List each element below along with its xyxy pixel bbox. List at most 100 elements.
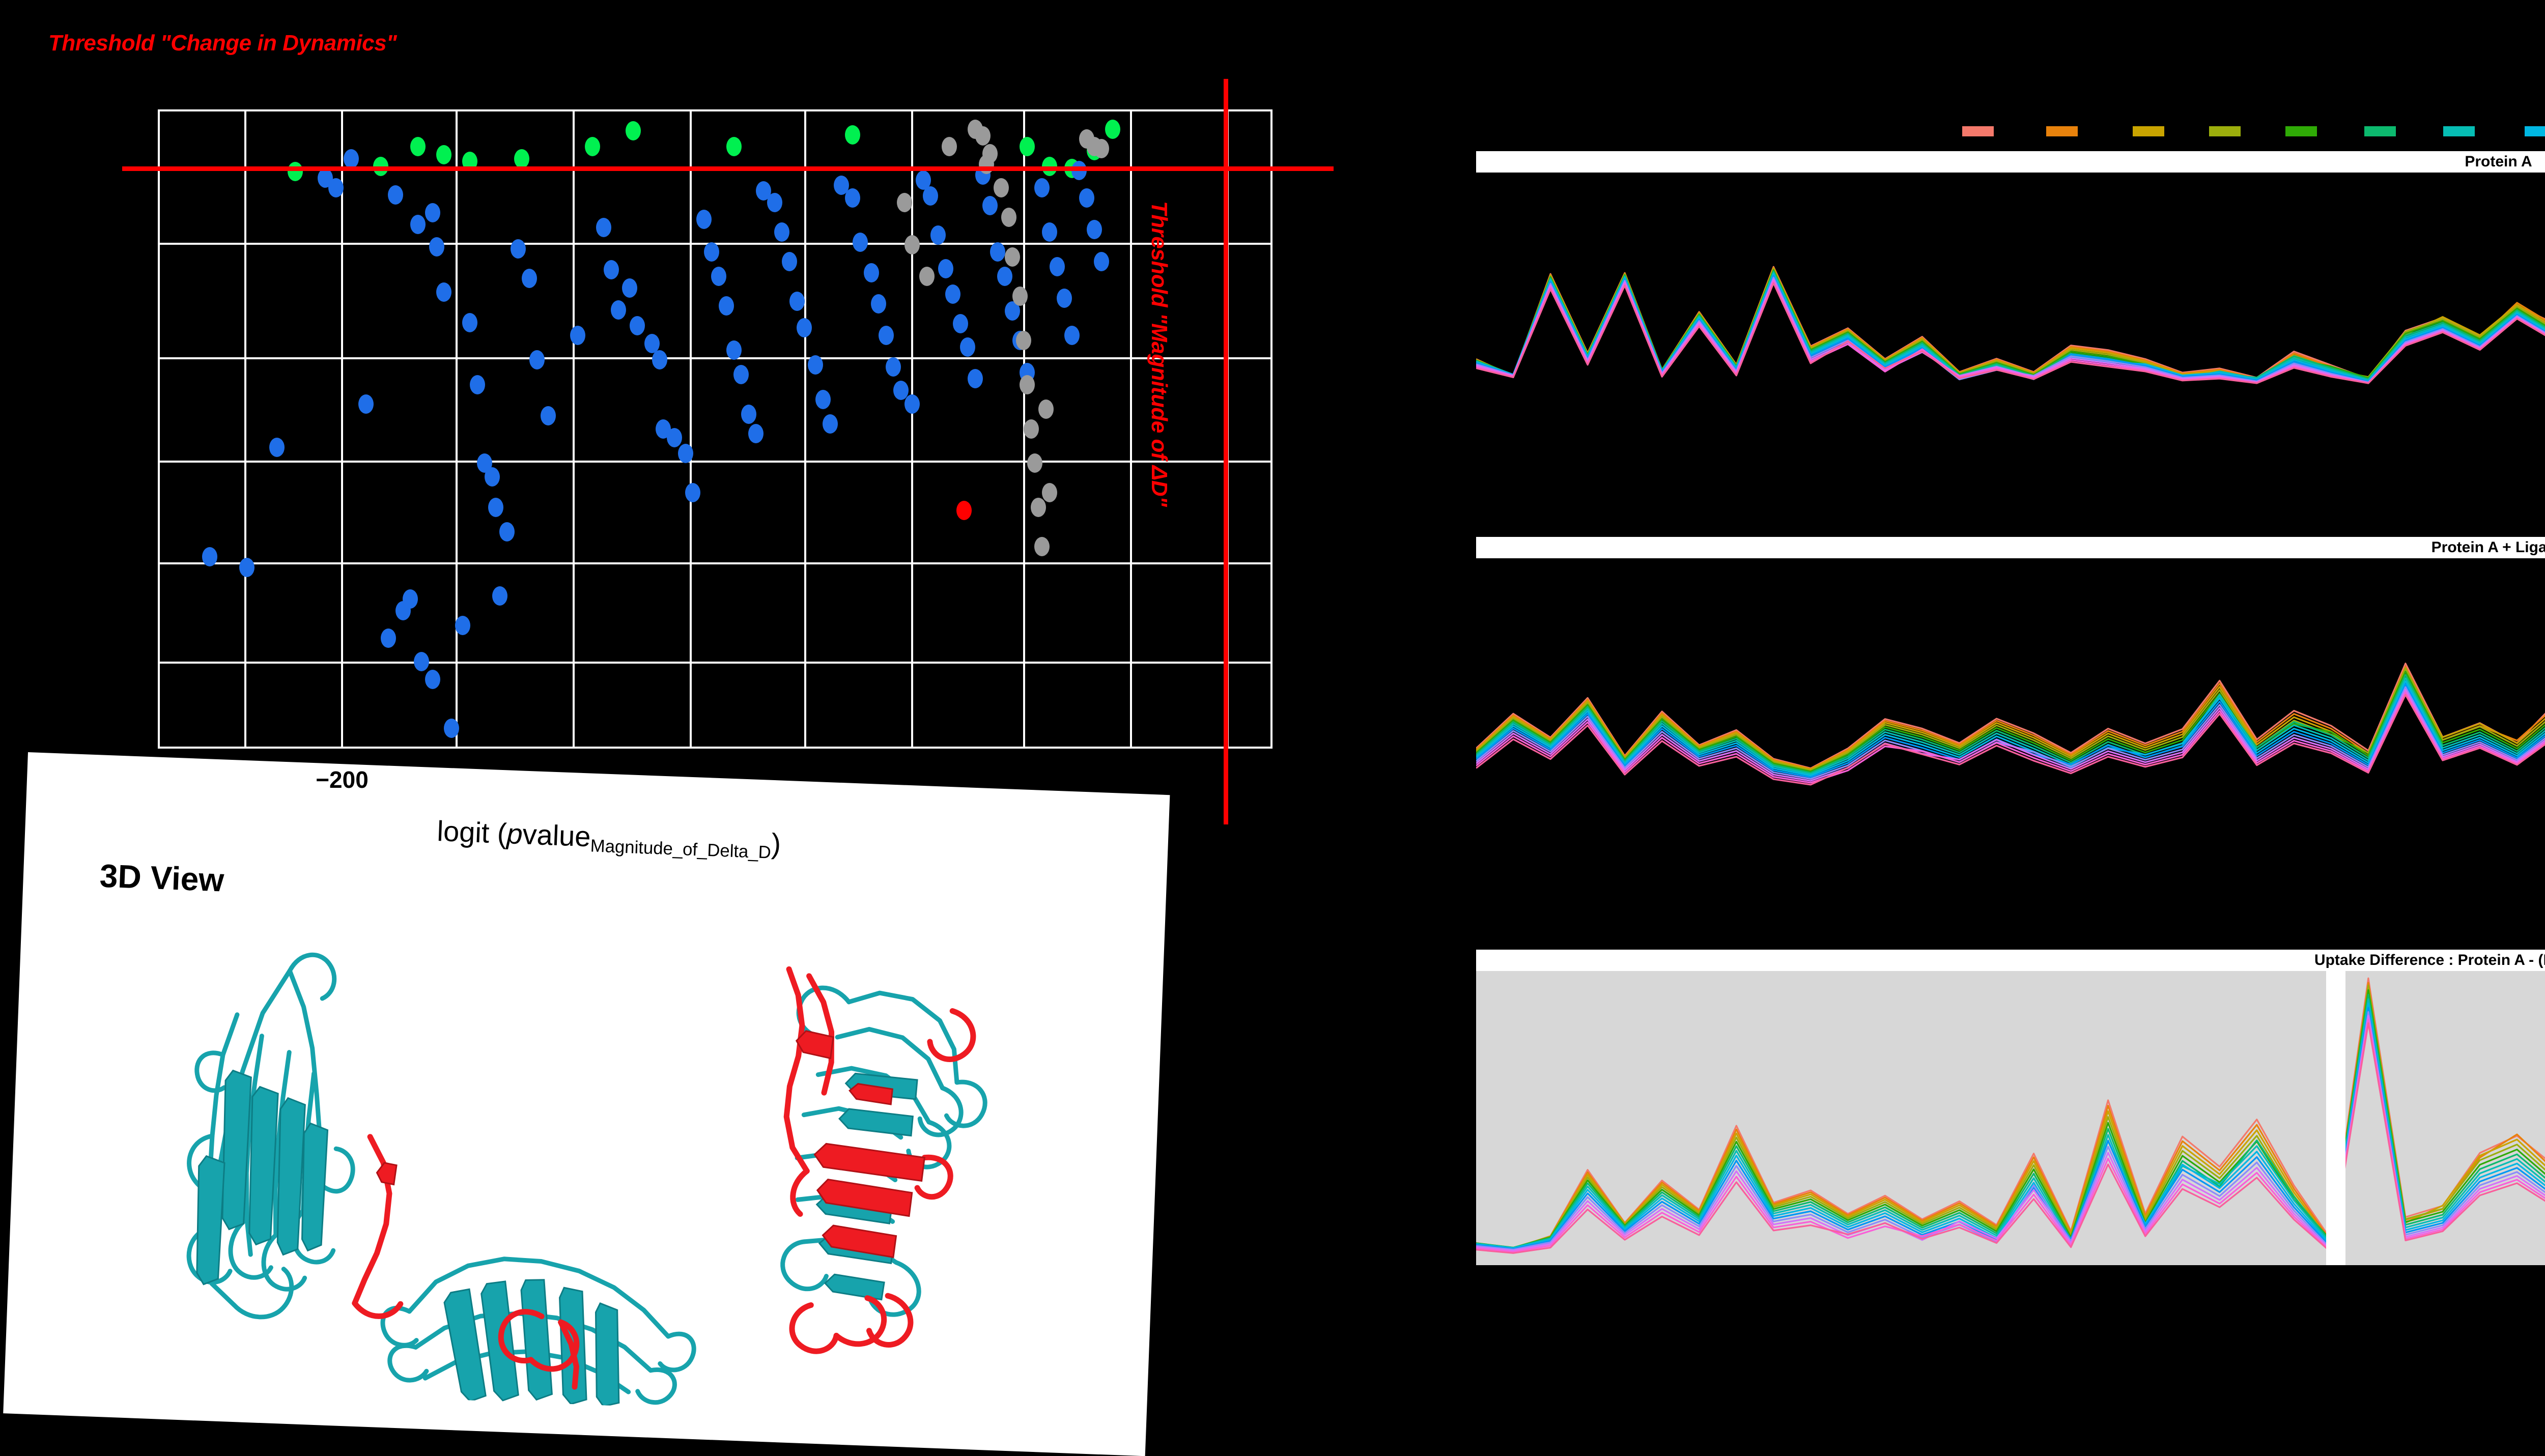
scatter-point[interactable] <box>455 615 470 635</box>
legend-swatch-5[interactable] <box>2364 126 2396 136</box>
scatter-point[interactable] <box>815 389 831 409</box>
scatter-point[interactable] <box>945 284 961 304</box>
scatter-point[interactable] <box>904 235 920 255</box>
scatter-point[interactable] <box>436 282 452 302</box>
scatter-point[interactable] <box>1042 222 1057 242</box>
scatter-point[interactable] <box>529 350 545 370</box>
scatter-point[interactable] <box>380 628 396 648</box>
scatter-point[interactable] <box>733 365 749 385</box>
scatter-point[interactable] <box>789 291 805 311</box>
scatter-point[interactable] <box>388 185 404 205</box>
scatter-point[interactable] <box>989 242 1005 262</box>
scatter-point[interactable] <box>968 369 983 389</box>
scatter-point[interactable] <box>626 121 641 141</box>
scatter-point[interactable] <box>488 497 504 517</box>
scatter-point[interactable] <box>603 260 619 279</box>
uptake-panel-uptake-difference[interactable]: Uptake Difference : Protein A - (Protein… <box>1476 950 2545 1265</box>
scatter-point[interactable] <box>288 161 303 181</box>
scatter-point[interactable] <box>941 137 957 157</box>
uptake-canvas-protein-a[interactable] <box>1476 173 2545 390</box>
scatter-point[interactable] <box>622 278 638 298</box>
scatter-point[interactable] <box>1031 497 1047 517</box>
scatter-point[interactable] <box>611 300 627 320</box>
scatter-point[interactable] <box>1020 137 1035 157</box>
scatter-point[interactable] <box>703 242 719 262</box>
scatter-point[interactable] <box>1023 419 1039 439</box>
protein-cartoon-structure[interactable] <box>121 914 1065 1422</box>
scatter-point[interactable] <box>978 155 994 175</box>
scatter-point[interactable] <box>718 296 734 316</box>
scatter-point[interactable] <box>629 316 645 335</box>
legend-swatch-1[interactable] <box>2046 126 2078 136</box>
scatter-point[interactable] <box>845 125 861 145</box>
scatter-point[interactable] <box>994 178 1009 198</box>
scatter-point[interactable] <box>808 355 824 375</box>
scatter-point[interactable] <box>782 252 797 272</box>
scatter-point[interactable] <box>522 269 537 289</box>
scatter-point[interactable] <box>1015 330 1031 350</box>
scatter-point[interactable] <box>893 381 909 401</box>
scatter-point[interactable] <box>429 237 444 257</box>
scatter-point[interactable] <box>797 318 812 337</box>
scatter-point[interactable] <box>741 404 756 424</box>
uptake-panel-protein-a[interactable]: Protein A <box>1476 151 2545 390</box>
scatter-point[interactable] <box>410 214 426 234</box>
scatter-point[interactable] <box>956 500 972 520</box>
scatter-point[interactable] <box>373 156 388 176</box>
legend-swatch-0[interactable] <box>1962 126 1994 136</box>
scatter-point[interactable] <box>1001 208 1016 227</box>
scatter-point[interactable] <box>1020 375 1035 394</box>
scatter-point[interactable] <box>1038 399 1054 419</box>
scatter-point[interactable] <box>644 333 660 353</box>
scatter-point[interactable] <box>726 340 742 360</box>
scatter-point[interactable] <box>485 467 500 487</box>
scatter-point[interactable] <box>930 225 946 245</box>
scatter-point[interactable] <box>202 547 218 566</box>
scatter-point[interactable] <box>975 126 991 146</box>
scatter-point[interactable] <box>585 137 601 157</box>
scatter-point[interactable] <box>436 145 452 164</box>
scatter-point[interactable] <box>1034 178 1050 198</box>
scatter-point[interactable] <box>952 313 968 333</box>
scatter-point[interactable] <box>443 719 459 738</box>
scatter-point[interactable] <box>1005 247 1020 267</box>
scatter-point[interactable] <box>1042 156 1057 176</box>
scatter-point[interactable] <box>886 357 901 377</box>
scatter-point[interactable] <box>469 375 485 394</box>
legend-swatch-7[interactable] <box>2525 126 2545 136</box>
scatter-point[interactable] <box>1079 188 1094 208</box>
scatter-point[interactable] <box>938 259 953 278</box>
uptake-canvas-uptake-difference[interactable] <box>1476 971 2545 1265</box>
scatter-point[interactable] <box>711 267 727 287</box>
scatter-point[interactable] <box>863 263 879 282</box>
uptake-panel-protein-a-ligand[interactable]: Protein A + Ligand <box>1475 537 2545 802</box>
scatter-point[interactable] <box>425 203 441 222</box>
scatter-point[interactable] <box>696 210 712 230</box>
scatter-point[interactable] <box>997 267 1013 287</box>
scatter-point[interactable] <box>677 443 693 463</box>
legend-swatch-4[interactable] <box>2285 126 2317 136</box>
uptake-canvas-protein-a-ligand[interactable] <box>1475 558 2545 802</box>
legend-swatch-6[interactable] <box>2443 126 2475 136</box>
scatter-point[interactable] <box>1049 256 1065 276</box>
volcano-plot-area[interactable] <box>122 79 1334 824</box>
scatter-point[interactable] <box>425 669 441 689</box>
scatter-point[interactable] <box>897 193 913 213</box>
scatter-point[interactable] <box>511 239 526 259</box>
scatter-point[interactable] <box>1042 483 1057 502</box>
scatter-point[interactable] <box>871 294 887 314</box>
scatter-point[interactable] <box>960 337 976 357</box>
scatter-point[interactable] <box>852 232 868 252</box>
uptake-legend[interactable] <box>1476 126 2545 144</box>
scatter-point[interactable] <box>767 193 782 213</box>
scatter-point[interactable] <box>499 522 515 542</box>
scatter-point[interactable] <box>878 326 894 346</box>
scatter-point[interactable] <box>596 217 611 237</box>
scatter-point[interactable] <box>492 586 507 606</box>
3d-view-card[interactable]: 3D View <box>3 752 1170 1456</box>
scatter-point[interactable] <box>982 196 998 216</box>
scatter-point[interactable] <box>823 414 838 434</box>
scatter-point[interactable] <box>919 267 935 287</box>
scatter-point[interactable] <box>726 137 742 157</box>
scatter-point[interactable] <box>666 427 682 447</box>
